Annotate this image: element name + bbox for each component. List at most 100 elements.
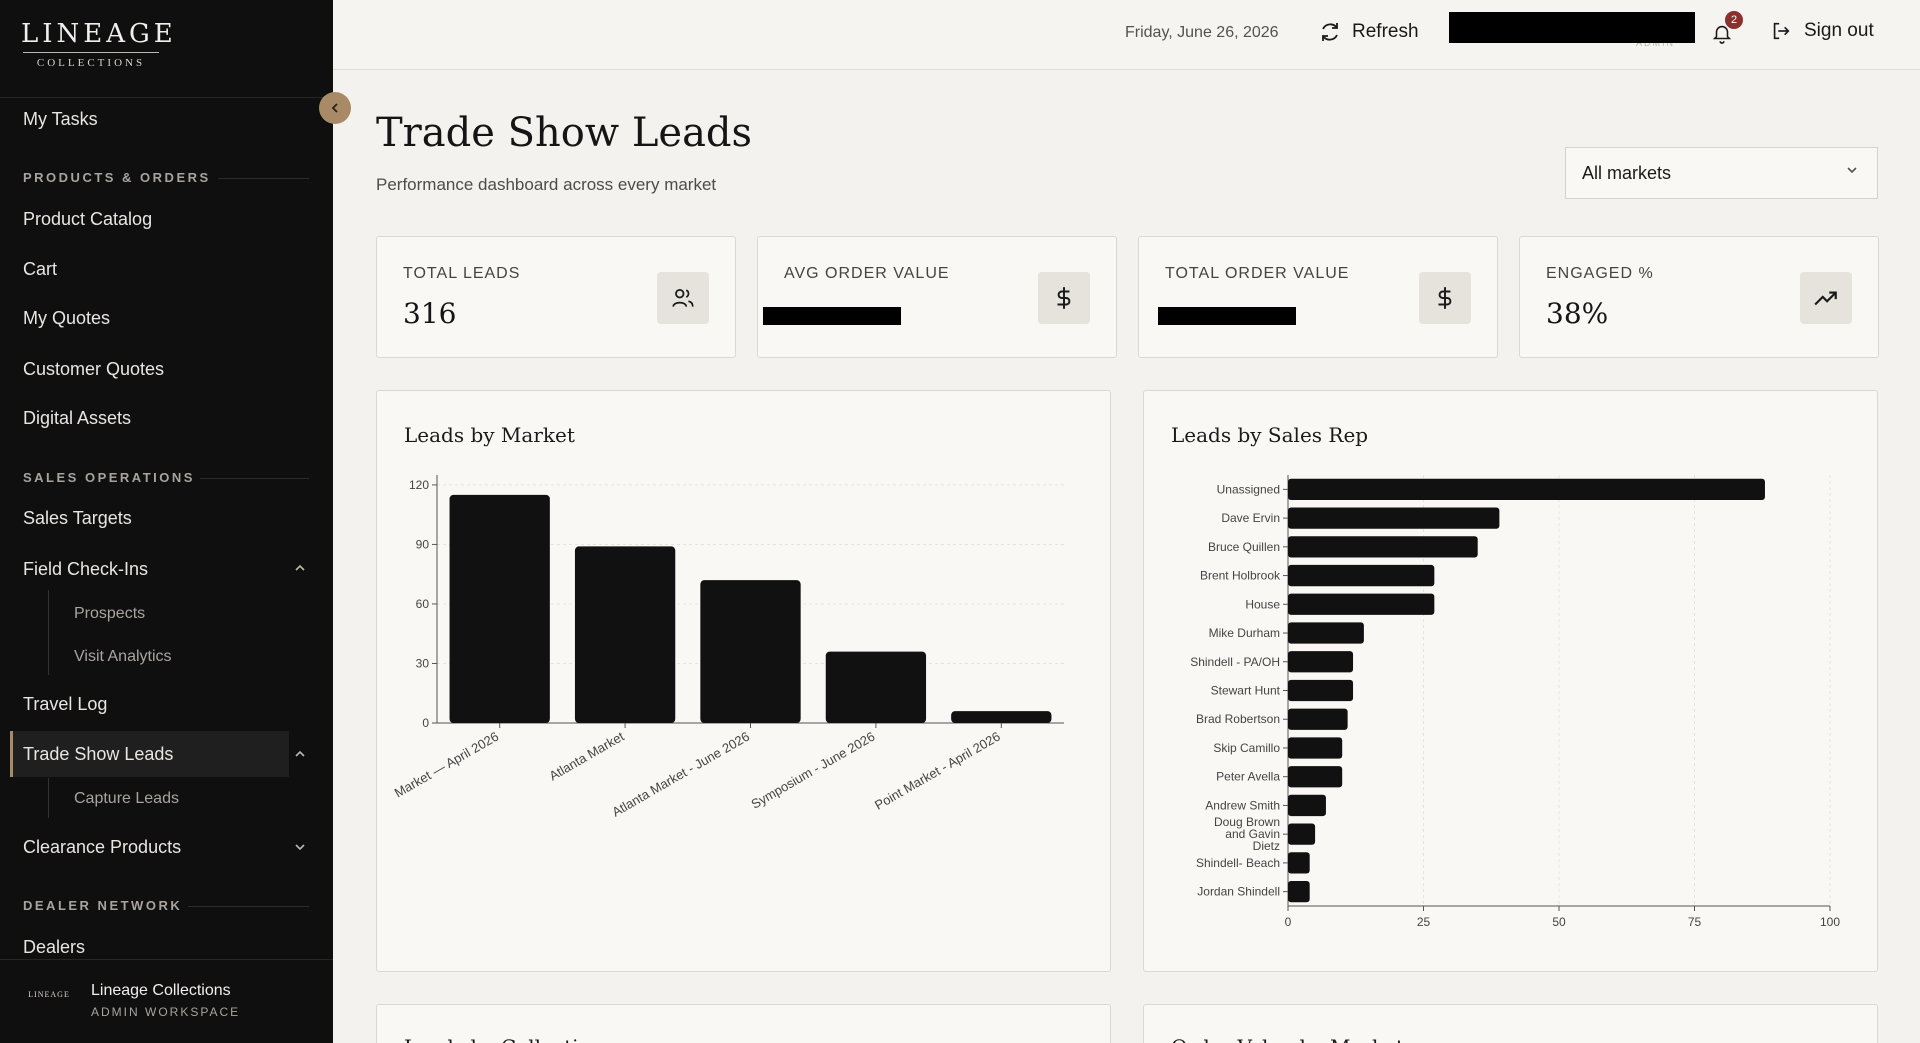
x-tick-label: Market — April 2026	[392, 729, 502, 801]
y-tick-label: Brad Robertson	[1196, 712, 1280, 726]
x-tick-label: Symposium - June 2026	[748, 729, 877, 812]
y-tick-label: Stewart Hunt	[1211, 684, 1281, 698]
sidebar-subitem-capture-leads[interactable]: Capture Leads	[74, 790, 179, 807]
chevron-down-icon	[1847, 167, 1857, 174]
workspace-name: Lineage Collections	[91, 982, 231, 999]
refresh-icon	[1322, 23, 1338, 41]
top-bar: Friday, June 26, 2026 Refresh ADMIN 2 Si…	[333, 0, 1920, 70]
x-tick-label: 75	[1688, 915, 1702, 929]
logo-main-text: LINEAGE	[21, 19, 177, 49]
sidebar-item-cart[interactable]: Cart	[23, 259, 58, 279]
redacted-user-name	[1449, 12, 1695, 43]
chart-title: Leads by Collection	[404, 1035, 603, 1043]
section-rule	[200, 478, 309, 479]
refresh-button[interactable]: Refresh	[1318, 20, 1419, 44]
kpi-value: 38%	[1546, 297, 1609, 330]
chart-title: Leads by Market	[404, 423, 575, 447]
sidebar-divider	[0, 959, 333, 960]
bar	[1288, 478, 1765, 500]
dollar-icon	[1419, 272, 1471, 324]
user-role: ADMIN	[1636, 38, 1675, 48]
dollar-icon	[1038, 272, 1090, 324]
chart-card-leads-by-market: Leads by Market 0 30 60 90 120 Market — April…	[376, 390, 1111, 972]
sidebar-subitem-visit-analytics[interactable]: Visit Analytics	[74, 648, 172, 665]
sidebar-item-customer-quotes[interactable]: Customer Quotes	[23, 359, 165, 379]
y-tick-label: Unassigned	[1217, 482, 1280, 496]
y-tick-label: Skip Camillo	[1213, 741, 1280, 755]
workspace-role: ADMIN WORKSPACE	[91, 1005, 241, 1019]
chart-title: Leads by Sales Rep	[1171, 423, 1369, 447]
bar	[1288, 564, 1435, 587]
sign-out-label: Sign out	[1804, 20, 1874, 41]
submenu-rule	[48, 590, 49, 675]
bar	[1288, 651, 1354, 673]
sidebar-item-travel-log[interactable]: Travel Log	[23, 694, 108, 714]
bar	[1288, 593, 1435, 615]
section-products-orders: PRODUCTS & ORDERS	[23, 170, 211, 185]
section-dealer-network: DEALER NETWORK	[23, 898, 183, 913]
x-tick-label: Point Market - April 2026	[872, 729, 1003, 813]
sidebar-item-my-quotes[interactable]: My Quotes	[23, 308, 111, 328]
x-tick-label: 100	[1820, 915, 1840, 929]
market-filter-value: All markets	[1582, 163, 1672, 183]
sidebar-item-dealers[interactable]: Dealers	[23, 937, 86, 957]
page-title: Trade Show Leads	[376, 110, 753, 156]
notification-badge: 2	[1725, 11, 1743, 29]
chart-card-order-value-by-market: Order Value by Market	[1143, 1004, 1878, 1043]
sidebar-item-product-catalog[interactable]: Product Catalog	[23, 209, 153, 229]
kpi-card-total-leads: TOTAL LEADS 316	[376, 236, 736, 358]
sidebar-item-field-check-ins[interactable]: Field Check-Ins	[23, 559, 149, 579]
x-tick-label: 50	[1552, 915, 1566, 929]
sidebar-item-digital-assets[interactable]: Digital Assets	[23, 408, 132, 428]
sidebar-subitem-prospects[interactable]: Prospects	[74, 605, 146, 622]
y-tick-label: 60	[416, 597, 430, 611]
leads-by-sales-rep-chart: 0 25 50 75 100 Unassigned Dave Ervin Bruce Quil…	[1190, 475, 1840, 929]
chevron-up-icon[interactable]	[293, 561, 307, 575]
bar	[951, 711, 1052, 723]
y-tick-label: Bruce Quillen	[1208, 540, 1280, 554]
kpi-card-avg-order-value: AVG ORDER VALUE	[757, 236, 1117, 358]
collapse-sidebar-button[interactable]	[319, 92, 351, 124]
sidebar-item-clearance-products[interactable]: Clearance Products	[23, 837, 182, 857]
workspace-logo: LINEAGE	[28, 990, 70, 999]
section-sales-operations: SALES OPERATIONS	[23, 470, 195, 485]
y-tick-label: Shindell - PA/OH	[1190, 655, 1280, 669]
chevron-down-icon[interactable]	[293, 840, 307, 854]
sign-out-icon	[1773, 22, 1790, 40]
market-filter-select[interactable]: All markets	[1565, 147, 1878, 199]
bar	[825, 651, 927, 723]
kpi-label: TOTAL LEADS	[403, 265, 521, 282]
bar	[574, 546, 676, 723]
y-tick-label: 30	[416, 656, 430, 670]
brand-logo[interactable]: LINEAGE COLLECTIONS	[21, 18, 177, 69]
bar	[1288, 881, 1310, 903]
users-icon	[657, 272, 709, 324]
chevron-up-icon[interactable]	[293, 747, 307, 761]
bar	[1288, 622, 1364, 644]
sidebar-item-sales-targets[interactable]: Sales Targets	[23, 508, 132, 528]
sidebar: LINEAGE COLLECTIONS My Tasks PRODUCTS & …	[0, 0, 333, 1043]
bar	[1288, 708, 1348, 730]
sign-out-button[interactable]: Sign out	[1770, 20, 1874, 42]
leads-by-market-chart: 0 30 60 90 120 Market — April 2026 Atlanta Mar…	[392, 475, 1064, 820]
bar	[1288, 737, 1343, 759]
x-tick-label: 0	[1285, 915, 1292, 929]
sidebar-item-trade-show-leads[interactable]: Trade Show Leads	[23, 744, 174, 764]
y-tick-label: 120	[409, 478, 429, 492]
logo-sub-text: COLLECTIONS	[36, 57, 146, 69]
kpi-card-engaged-percent: ENGAGED % 38%	[1519, 236, 1879, 358]
sidebar-item-my-tasks[interactable]: My Tasks	[23, 109, 98, 129]
y-tick-label: Dave Ervin	[1221, 511, 1280, 525]
bar	[1288, 852, 1310, 874]
kpi-label: TOTAL ORDER VALUE	[1165, 265, 1350, 282]
logo-rule	[23, 52, 159, 53]
sidebar-divider	[0, 97, 333, 98]
y-tick-label: Mike Durham	[1209, 626, 1280, 640]
redacted-value	[1158, 307, 1296, 325]
bar	[1288, 507, 1500, 529]
submenu-rule	[48, 778, 49, 818]
y-tick-label: House	[1245, 597, 1280, 611]
bell-icon[interactable]	[1711, 22, 1733, 44]
refresh-label: Refresh	[1352, 21, 1419, 42]
y-tick-label: Andrew Smith	[1205, 798, 1280, 812]
